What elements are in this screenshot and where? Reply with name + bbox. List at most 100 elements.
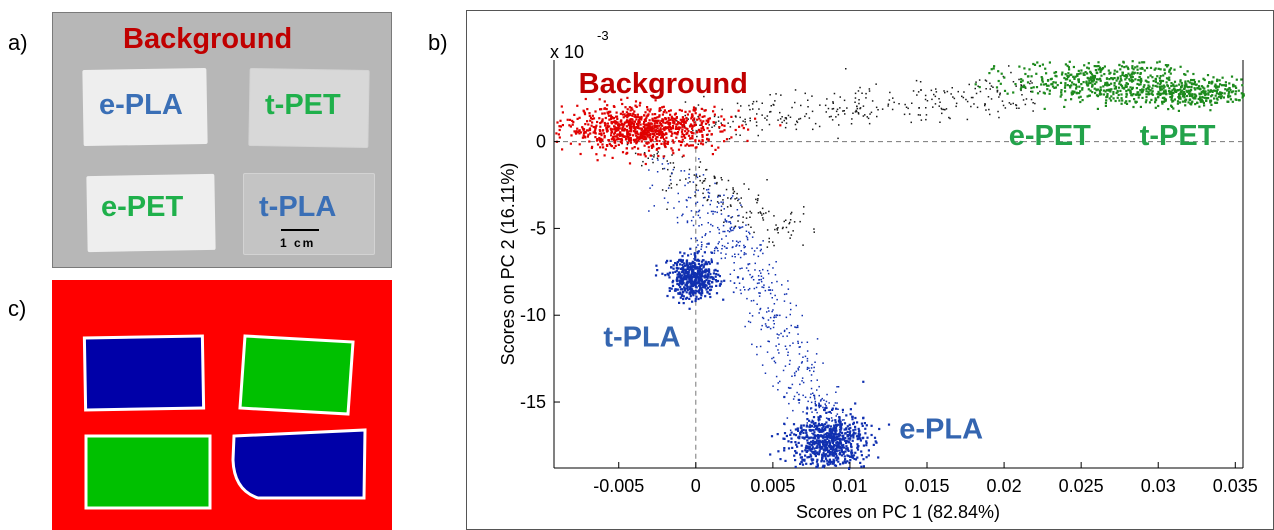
scatter-point [1215,92,1218,95]
scatter-point [857,112,860,114]
scatter-point [767,340,769,342]
scatter-point [1199,87,1202,90]
scatter-point [634,152,637,155]
scatter-point [747,269,750,272]
scatter-point [1216,78,1219,81]
scatter-point [717,196,719,198]
scatter-point [704,178,707,180]
scatter-point [700,280,703,283]
scatter-point [1170,96,1173,99]
scatter-point [723,129,726,132]
scatter-point [711,225,714,227]
scatter-point [1169,90,1172,93]
scatter-point [1110,95,1113,98]
scatter-point [797,367,799,370]
scatter-point [814,453,817,456]
scatter-point [816,389,818,391]
scatter-point [1191,100,1194,103]
scatter-point [770,110,772,113]
scatter-point [989,88,991,90]
scatter-point [720,115,723,118]
scatter-point [811,363,813,366]
scatter-point [951,87,953,89]
scatter-point [847,437,850,440]
scatter-point [616,117,619,120]
scatter-point [849,459,852,462]
scatter-point [1064,90,1067,93]
scatter-point [708,117,711,120]
scatter-point [708,271,711,274]
scatter-point [795,370,797,373]
scatter-point [795,451,798,454]
scatter-point [789,219,792,221]
scatter-point [946,90,949,93]
scatter-point [667,168,669,171]
scatter-point [783,449,786,452]
scatter-point [794,450,797,453]
scatter-point [1206,74,1210,77]
scatter-point [693,252,696,255]
scatter-point [813,435,816,438]
scatter-point [693,117,696,120]
scatter-point [676,131,680,134]
scatter-point [672,162,675,164]
scatter-point [818,434,821,437]
scatter-point [776,280,778,283]
scatter-point [1068,79,1072,82]
scatter-point [673,207,675,209]
scatter-point [1073,90,1076,93]
scatter-point [680,170,682,172]
scatter-point [814,437,817,440]
scatter-point [775,375,778,378]
scatter-point [713,177,716,179]
scatter-point [1169,67,1173,70]
scatter-point [925,118,927,121]
scatter-point [1041,63,1044,66]
scatter-point [1142,85,1145,88]
scatter-point [801,380,803,382]
scatter-point [706,243,708,245]
scatter-point [717,120,720,122]
scatter-point [762,268,764,271]
scatter-point [710,261,713,264]
scatter-point [1144,101,1147,104]
scatter-point [838,453,842,456]
scatter-point [704,275,707,278]
scatter-point [1139,72,1142,75]
scatter-point [647,157,649,159]
scatter-point [754,117,757,120]
scatter-point [684,120,687,123]
scatter-point [815,460,819,463]
scatter-point [682,135,686,138]
scatter-point [649,108,652,111]
scatter-point [699,142,703,145]
scatter-point [573,113,576,116]
scatter-point [734,115,737,117]
scatter-point [1231,100,1234,103]
scatter-point [934,95,937,98]
scatter-point [775,345,777,347]
scatter-point [830,460,833,464]
scatter-point [695,173,698,175]
scatter-point [729,204,732,206]
scatter-point [1043,107,1046,110]
scatter-point [653,154,655,156]
scatter-point [639,134,642,137]
scatter-point [1229,95,1232,98]
scatter-point [813,231,815,233]
scatter-point [610,134,613,137]
scatter-point [628,130,631,133]
scatter-point [688,110,691,113]
scatter-point [656,171,659,173]
scatter-point [698,225,700,227]
scatter-point [696,267,700,270]
scatter-point [671,271,674,274]
scatter-point [779,314,781,317]
scatter-point [839,441,842,444]
scatter-point [761,207,764,210]
scatter-point [639,123,642,126]
scatter-point [705,262,708,266]
scatter-point [1012,91,1015,94]
scatter-point [603,100,606,103]
scatter-point [605,130,609,133]
